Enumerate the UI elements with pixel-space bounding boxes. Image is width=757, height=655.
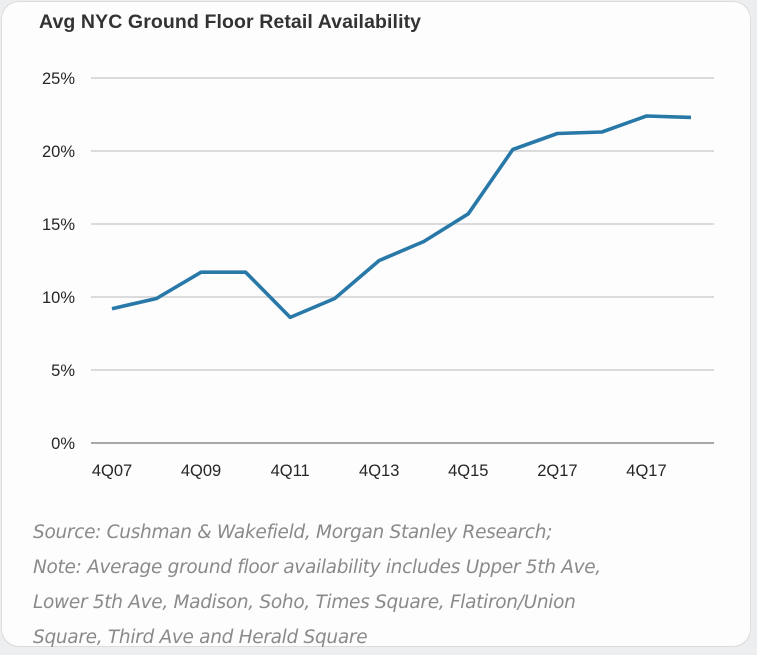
y-tick-label: 20% — [42, 143, 75, 161]
note-line-1: Note: Average ground floor availability … — [33, 550, 748, 585]
chart-card: Avg NYC Ground Floor Retail Availability… — [1, 1, 751, 647]
x-tick-label: 4Q17 — [626, 462, 666, 480]
y-tick-label: 10% — [42, 289, 75, 307]
x-tick-label: 4Q07 — [92, 462, 132, 480]
series-layer — [112, 116, 691, 317]
x-tick-label: 4Q15 — [448, 462, 488, 480]
note-line-source: Source: Cushman & Wakefield, Morgan Stan… — [33, 515, 748, 550]
note-line-3: Square, Third Ave and Herald Square — [33, 620, 748, 655]
x-tick-label: 4Q09 — [181, 462, 221, 480]
y-tick-label: 0% — [51, 435, 75, 453]
x-tick-label: 4Q13 — [359, 462, 399, 480]
y-axis-tick-labels: 0% 5% 10% 15% 20% 25% — [42, 70, 75, 453]
x-tick-label: 2Q17 — [537, 462, 577, 480]
y-tick-label: 5% — [51, 362, 75, 380]
x-axis-tick-labels: 4Q07 4Q09 4Q11 4Q13 4Q15 2Q17 4Q17 — [92, 462, 667, 480]
y-tick-label: 25% — [42, 70, 75, 88]
note-line-2: Lower 5th Ave, Madison, Soho, Times Squa… — [33, 585, 748, 620]
y-tick-label: 15% — [42, 216, 75, 234]
line-chart: 0% 5% 10% 15% 20% 25% 4Q07 4Q09 4Q11 4Q13 4Q15 2Q1… — [2, 2, 757, 502]
x-tick-label: 4Q11 — [271, 462, 310, 480]
series-line — [112, 116, 691, 317]
gridlines — [91, 78, 714, 443]
source-note: Source: Cushman & Wakefield, Morgan Stan… — [33, 515, 748, 655]
